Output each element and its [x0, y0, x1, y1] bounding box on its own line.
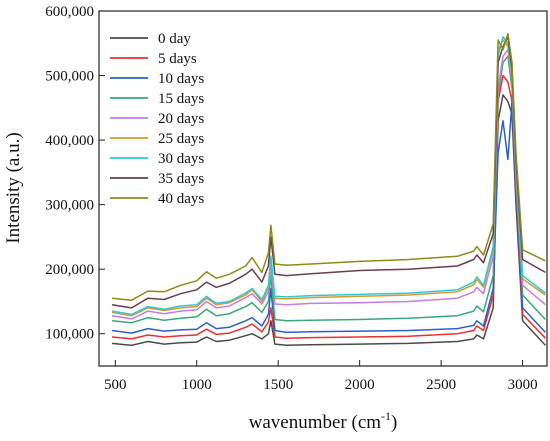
plot-area-frame [98, 10, 548, 367]
legend-label: 25 days [158, 131, 204, 147]
legend-label: 40 days [158, 191, 204, 207]
legend-label: 5 days [158, 51, 197, 67]
legend-label: 30 days [158, 151, 204, 167]
x-axis-ticks: 500 1000 1500 2000 2500 3000 [104, 360, 538, 393]
legend-label: 15 days [158, 91, 204, 107]
y-tick-label: 500,000 [45, 69, 94, 85]
x-tick-label: 1000 [182, 377, 212, 393]
series-line [111, 36, 546, 309]
series-line [111, 39, 546, 317]
x-tick-label: 500 [104, 377, 127, 393]
series-line [111, 36, 546, 316]
series-line [111, 55, 546, 324]
legend-label: 10 days [158, 71, 204, 87]
legend-label: 20 days [158, 111, 204, 127]
x-axis-title: wavenumber (cm-1) [249, 409, 398, 433]
legend-label: 0 day [158, 31, 191, 47]
y-tick-label: 600,000 [45, 4, 94, 20]
series-lines [111, 32, 546, 347]
series-line [111, 100, 546, 334]
x-tick-label: 1500 [263, 377, 293, 393]
x-tick-label: 2000 [345, 377, 375, 393]
x-tick-label: 2500 [426, 377, 456, 393]
series-line [111, 32, 546, 301]
y-tick-label: 300,000 [45, 198, 94, 214]
x-tick-label: 3000 [508, 377, 538, 393]
series-line [111, 74, 546, 340]
y-axis-ticks: 100,000 200,000 300,000 400,000 500,000 600,0… [45, 4, 105, 343]
y-tick-label: 200,000 [45, 262, 94, 278]
legend-label: 35 days [158, 171, 204, 187]
series-line [111, 94, 546, 347]
y-tick-label: 100,000 [45, 327, 94, 343]
y-tick-label: 400,000 [45, 133, 94, 149]
y-axis-title: Intensity (a.u.) [3, 132, 24, 243]
legend: 0 day 5 days 10 days 15 days 20 days 25 days 3… [110, 31, 204, 207]
series-line [111, 48, 546, 320]
